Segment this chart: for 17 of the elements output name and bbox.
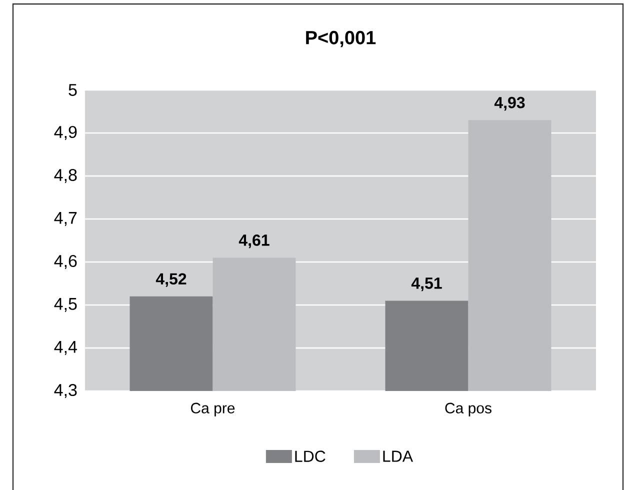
- legend-label: LDC: [295, 450, 326, 462]
- y-tick-label: 4,9: [54, 126, 77, 140]
- y-tick-label: 4,6: [54, 254, 77, 270]
- data-label: 4,93: [494, 96, 525, 111]
- data-label: 4,52: [156, 273, 186, 287]
- data-label: 4,61: [238, 234, 270, 248]
- y-tick-label: 4,7: [54, 212, 77, 226]
- chart-title: P<0,001: [306, 30, 376, 48]
- data-label: 4,51: [411, 278, 442, 292]
- y-tick-label: 4,8: [54, 168, 77, 184]
- y-tick-label: 4,3: [54, 384, 77, 398]
- y-tick-label: 4,4: [54, 341, 77, 355]
- x-tick-label: Ca pre: [191, 402, 235, 416]
- y-tick-label: 5: [68, 84, 77, 96]
- legend-label: LDA: [383, 450, 414, 462]
- x-tick-label: Ca pos: [445, 402, 492, 416]
- y-tick-label: 4,5: [54, 298, 77, 312]
